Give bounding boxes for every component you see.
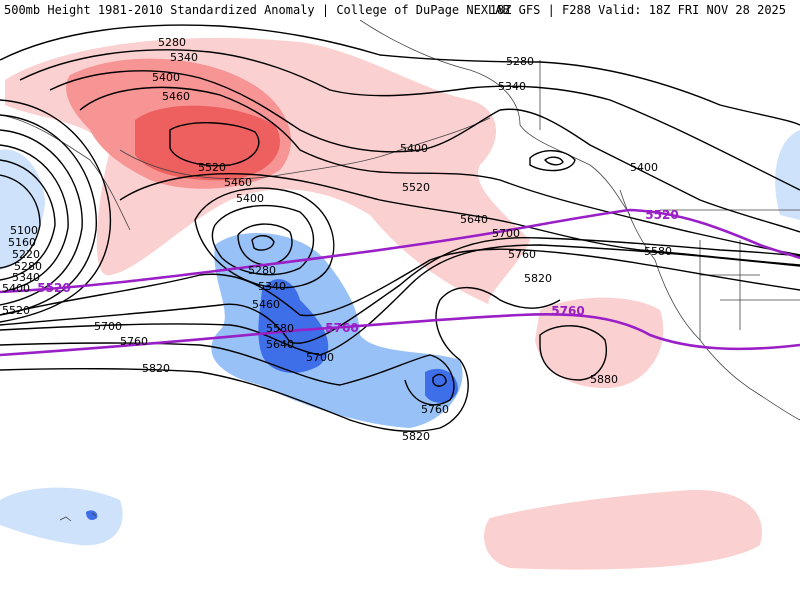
contour-label: 5400 [2,282,30,295]
contour-5520-mid [119,173,800,266]
contour-label: 5280 [506,55,534,68]
contour-west-5160 [0,159,56,281]
neg-anom-core [258,279,329,373]
contour-label: 5340 [12,271,40,284]
contour-label: 5700 [306,351,334,364]
hawaii-islands [59,512,97,522]
contour-label: 5580 [266,322,294,335]
contour-5340-closed-gulf [544,156,564,166]
contour-label: 5460 [252,298,280,311]
contour-5280-low-ring [251,235,275,251]
contour-labels: 5280534054005460552054605400528053405400… [2,36,672,443]
neg-anom-hawaii [0,487,123,546]
contour-label: 5640 [460,213,488,226]
contour-5280-north [0,24,800,126]
contour-small-closed-east [432,373,447,387]
pos-anom-east-pacific [535,297,664,389]
contour-label: 5880 [590,373,618,386]
contour-5340-low-ring [237,223,293,266]
highlight-labels: 5520 5520 5760 5760 [37,208,678,335]
negative-anomaly-shading [0,130,800,546]
neg-anom-east-edge [775,130,800,220]
contour-label: 5760 [120,335,148,348]
contour-label: 5520 [2,304,30,317]
contour-label: 5460 [224,176,252,189]
contour-label: 5640 [266,338,294,351]
highlight-contours [0,208,800,357]
contour-west-5340 [0,114,97,316]
contour-5700 [0,244,800,356]
contour-label: 5520 [198,161,226,174]
contour-5640 [0,236,800,344]
contour-label: 5760 [421,403,449,416]
contour-5340-north [19,49,800,191]
alaska-coast [359,20,631,216]
pos-anom-south-pacific [484,489,762,570]
aleutian-chain [119,117,491,180]
contour-label: 5280 [158,36,186,49]
contour-label: 5700 [492,227,520,240]
contour-label: 5820 [524,272,552,285]
contour-west-5220 [0,144,69,293]
highlight-contour-label: 5760 [551,304,584,318]
contour-label: 5760 [508,248,536,261]
contour-label: 5580 [644,245,672,258]
contour-5400-aleutian [49,70,800,233]
product-title: 500mb Height 1981-2010 Standardized Anom… [4,3,510,17]
contour-5520-closed-low [169,122,260,167]
contour-label: 5220 [12,248,40,261]
contour-label: 5400 [236,192,264,205]
contour-label: 5100 [10,224,38,237]
highlight-contour-label: 5760 [325,321,358,335]
neg-anom-hawaii-core [86,510,98,520]
anomaly-map[interactable]: 5280534054005460552054605400528053405400… [0,20,800,572]
kamchatka-coast [0,114,131,231]
contour-5400-low-ring [211,204,315,276]
contour-5460-low-ring [194,187,335,289]
pos-anom-aleutian-core [135,105,280,181]
contour-5460-aleutian [79,86,800,256]
contour-5400-closed-gulf [529,150,576,172]
contour-label: 5160 [8,236,36,249]
neg-anom-west-edge [0,149,45,270]
contour-label: 5700 [94,320,122,333]
contour-label: 5400 [152,71,180,84]
contour-label: 5280 [248,264,276,277]
model-valid-time: 18Z GFS | F288 Valid: 18Z FRI NOV 28 202… [489,3,786,17]
highlight-5520 [0,208,800,294]
contour-west-5400 [0,99,112,323]
highlight-contour-label: 5520 [645,208,678,222]
contour-label: 5520 [402,181,430,194]
contour-5760 [0,342,455,406]
height-contours [0,24,800,432]
contour-label: 5400 [630,161,658,174]
highlight-5760 [0,312,800,357]
contour-5820-south [0,286,561,432]
us-state-lines [699,240,800,340]
contour-west-5100 [0,174,41,269]
highlight-contour-label: 5520 [37,281,70,295]
contour-label: 5340 [498,80,526,93]
contour-label: 5340 [258,280,286,293]
contour-label: 5820 [402,430,430,443]
contour-label: 5400 [400,142,428,155]
contour-label: 5460 [162,90,190,103]
contour-label: 5340 [170,51,198,64]
contour-5580 [0,248,800,317]
contour-label: 5820 [142,362,170,375]
contour-5880-closed [539,325,607,381]
contour-label: 5280 [14,260,42,273]
